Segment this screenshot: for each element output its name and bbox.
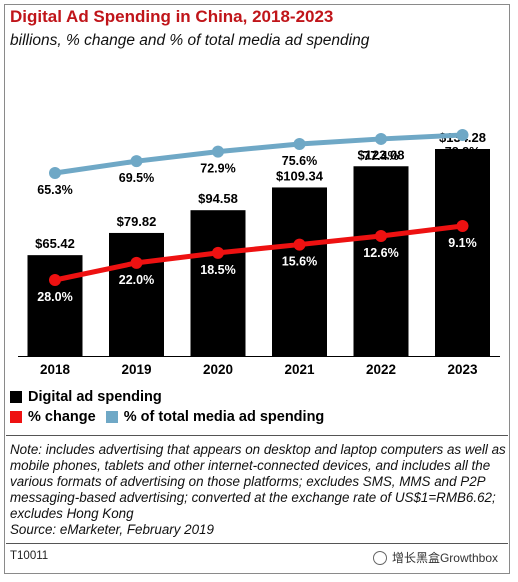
chart-frame [4, 4, 510, 574]
share-point [293, 138, 306, 151]
share-data-label: 78.8% [445, 145, 480, 159]
legend-swatch-bars [10, 391, 22, 403]
bar-value-label: $123.08 [358, 147, 405, 162]
x-tick-label: 2020 [203, 362, 233, 377]
divider-top [6, 435, 508, 436]
legend-swatch-share [105, 411, 118, 423]
x-tick-label: 2022 [366, 362, 396, 377]
bar [272, 187, 327, 356]
chart-area: $65.42$79.82$94.58$109.34$123.08$134.282… [18, 58, 500, 378]
bar [109, 232, 164, 356]
footnote-text: Note: includes advertising that appears … [10, 442, 506, 521]
bar-value-label: $65.42 [35, 236, 75, 251]
change-point [212, 246, 224, 259]
divider-bottom [6, 543, 508, 544]
share-data-label: 69.5% [119, 171, 154, 185]
bar [27, 255, 83, 356]
footnote: Note: includes advertising that appears … [10, 442, 506, 538]
watermark-text: 增长黑盒Growthbox [391, 551, 498, 565]
change-data-label: 28.0% [37, 290, 72, 304]
legend-swatch-change [10, 411, 22, 423]
change-data-label: 22.0% [119, 273, 154, 287]
share-point [456, 129, 469, 141]
legend-row-lines: % change % of total media ad spending [10, 409, 334, 425]
x-tick-label: 2018 [40, 362, 71, 377]
legend-item-bars: Digital ad spending [10, 389, 172, 405]
bar [190, 210, 246, 356]
share-data-label: 65.3% [37, 183, 72, 197]
legend-label-share: % of total media ad spending [123, 409, 325, 425]
bar-value-label: $109.34 [276, 168, 324, 183]
share-data-label: 77.4% [363, 149, 398, 163]
bar [353, 166, 409, 356]
chart-subtitle: billions, % change and % of total media … [10, 32, 370, 49]
wechat-icon [372, 550, 387, 565]
share-point [49, 167, 61, 179]
chart-svg: $65.42$79.82$94.58$109.34$123.08$134.282… [18, 129, 500, 377]
bar-value-label: $94.58 [198, 191, 238, 206]
series-line-share [54, 132, 463, 176]
change-point [130, 256, 143, 269]
change-data-label: 9.1% [448, 236, 477, 250]
change-data-label: 12.6% [363, 246, 398, 260]
change-point [293, 238, 306, 251]
legend-label-bars: Digital ad spending [28, 389, 162, 405]
series-line-change [54, 223, 463, 283]
change-data-label: 15.6% [282, 255, 317, 269]
share-data-label: 72.9% [200, 162, 235, 176]
legend-label-change: % change [28, 409, 96, 425]
watermark: 增长黑盒Growthbox [372, 549, 498, 566]
x-tick-label: 2023 [447, 362, 478, 377]
change-point [456, 220, 469, 232]
share-point [130, 155, 143, 168]
x-tick-label: 2019 [121, 362, 151, 377]
change-point [375, 230, 387, 242]
bar [435, 149, 490, 356]
chart-code: T10011 [10, 550, 49, 562]
x-tick-label: 2021 [284, 362, 315, 377]
change-data-label: 18.5% [200, 263, 235, 277]
change-point [49, 274, 61, 286]
share-point [212, 145, 224, 158]
chart-title: Digital Ad Spending in China, 2018-2023 [10, 7, 334, 26]
share-data-label: 75.6% [282, 154, 317, 168]
bar-value-label: $79.82 [117, 214, 157, 229]
share-point [375, 132, 387, 145]
source-text: Source: eMarketer, February 2019 [10, 522, 214, 537]
